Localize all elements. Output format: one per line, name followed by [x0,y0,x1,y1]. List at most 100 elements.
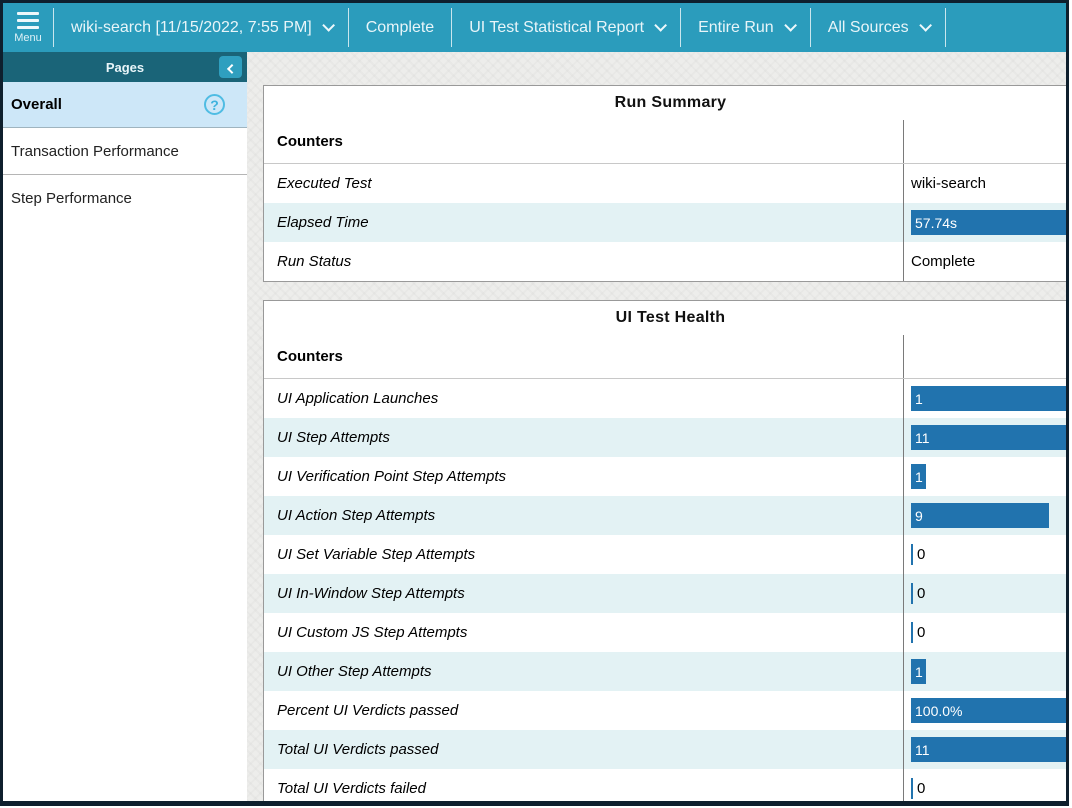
counter-row: UI In-Window Step Attempts 0 [264,574,1066,613]
counters-header-label: Counters [277,133,343,150]
top-toolbar: Menu wiki-search [11/15/2022, 7:55 PM] Co… [3,3,1066,52]
counter-value-text: 0 [917,780,926,797]
sidebar-item-overall[interactable]: Overall? [3,82,247,128]
toolbar-divider [809,8,811,47]
counter-label: UI In-Window Step Attempts [277,585,465,602]
counters-header-label: Counters [277,348,343,365]
counter-value-cell: Complete [903,242,1066,281]
sidebar-item-transaction-performance[interactable]: Transaction Performance [3,128,247,175]
counter-row: UI Action Step Attempts 9 [264,496,1066,535]
counters-header-row: Counters [264,335,1066,379]
counter-value-cell: 57.74s [903,203,1066,242]
counter-row: Run Status Complete [264,242,1066,281]
panel-ui-test-health: UI Test Health Counters UI Application Lau… [263,300,1066,801]
sidebar-item-label: Overall [11,96,62,113]
counter-value-bar: 1 [911,386,1066,411]
counter-value-cell: 100.0% [903,691,1066,730]
counter-value-cell: wiki-search [903,164,1066,203]
counter-value-bar: 11 [911,425,1066,450]
counter-label: Total UI Verdicts failed [277,780,426,797]
counter-value-cell: 9 [903,496,1066,535]
menu-button[interactable]: Menu [3,3,53,52]
counter-label: UI Action Step Attempts [277,507,436,524]
counter-value-cell: 11 [903,418,1066,457]
counter-value-cell: 11 [903,730,1066,769]
counter-value-bar: 9 [911,503,1049,528]
counter-label: Percent UI Verdicts passed [277,702,459,719]
sidebar-item-step-performance[interactable]: Step Performance [3,175,247,222]
counter-row: UI Application Launches 1 [264,379,1066,418]
chevron-down-icon [783,19,797,32]
sidebar-item-label: Step Performance [11,190,132,207]
panel-title: UI Test Health [615,309,726,326]
run-status-label-label: Complete [365,18,435,36]
counter-label: UI Other Step Attempts [277,663,432,680]
pages-sidebar-title: Pages [105,59,145,75]
counter-label: Total UI Verdicts passed [277,741,439,758]
counter-row: UI Set Variable Step Attempts 0 [264,535,1066,574]
report-main-area[interactable]: Run Summary Counters Executed Test wiki-sea… [247,52,1066,801]
toolbar-divider [347,8,349,47]
run-status-label: Complete [349,3,451,52]
counter-zero-bar [911,622,913,643]
counter-label: UI Step Attempts [277,429,390,446]
chevron-down-icon [918,19,932,32]
counter-label: Run Status [277,253,352,270]
counter-label: UI Application Launches [277,390,439,407]
run-selector-dropdown-label: wiki-search [11/15/2022, 7:55 PM] [71,18,312,36]
toolbar-divider [53,8,54,47]
counter-row: Executed Test wiki-search [264,164,1066,203]
menu-button-label: Menu [14,31,42,44]
counter-value-bar: 1 [911,464,926,489]
toolbar-divider [451,8,453,47]
panel-run-summary: Run Summary Counters Executed Test wiki-sea… [263,85,1066,282]
counter-row: Total UI Verdicts failed 0 [264,769,1066,801]
report-type-dropdown[interactable]: UI Test Statistical Report [452,3,680,52]
counter-value-bar: 100.0% [911,698,1066,723]
counter-label: UI Custom JS Step Attempts [277,624,468,641]
toolbar-divider [944,8,946,47]
pages-sidebar-header: Pages [3,52,247,82]
report-type-dropdown-label: UI Test Statistical Report [469,18,645,36]
counter-row: UI Step Attempts 11 [264,418,1066,457]
counter-row: Elapsed Time 57.74s [264,203,1066,242]
chevron-down-icon [654,19,668,32]
counters-header-row: Counters [264,120,1066,164]
panel-title: Run Summary [614,94,727,111]
toolbar-divider [680,8,682,47]
counter-value-text: Complete [911,253,976,270]
counter-value-cell: 0 [903,574,1066,613]
counter-zero-bar [911,583,913,604]
sidebar-collapse-button[interactable] [219,56,242,78]
counter-row: UI Verification Point Step Attempts 1 [264,457,1066,496]
counter-value-text: wiki-search [911,175,987,192]
counter-row: Percent UI Verdicts passed 100.0% [264,691,1066,730]
content-area: Pages Overall? Transaction Performance Ste… [3,52,1066,801]
counter-value-cell: 0 [903,769,1066,801]
counter-value-bar: 57.74s [911,210,1066,235]
counter-row: UI Custom JS Step Attempts 0 [264,613,1066,652]
sources-dropdown-label: All Sources [827,18,909,36]
counter-label: Elapsed Time [277,214,369,231]
counter-value-cell: 0 [903,613,1066,652]
counter-value-bar: 11 [911,737,1066,762]
counter-row: UI Other Step Attempts 1 [264,652,1066,691]
counter-label: Executed Test [277,175,372,192]
counter-value-cell: 1 [903,379,1066,418]
counter-value-cell: 0 [903,535,1066,574]
counters-header-value-cell [903,335,1066,378]
counters-header-value-cell [903,120,1066,163]
scope-dropdown[interactable]: Entire Run [681,3,810,52]
counter-zero-bar [911,778,913,799]
run-selector-dropdown[interactable]: wiki-search [11/15/2022, 7:55 PM] [54,3,348,52]
sidebar-item-list: Overall? Transaction Performance Step Perf… [3,82,247,222]
sources-dropdown[interactable]: All Sources [811,3,945,52]
counter-zero-bar [911,544,913,565]
help-icon[interactable]: ? [204,94,225,115]
counter-value-bar: 1 [911,659,926,684]
counter-value-cell: 1 [903,457,1066,496]
pages-sidebar: Pages Overall? Transaction Performance Ste… [3,52,247,801]
toolbar-items: wiki-search [11/15/2022, 7:55 PM] Complet… [54,3,946,52]
sidebar-item-label: Transaction Performance [11,142,179,160]
